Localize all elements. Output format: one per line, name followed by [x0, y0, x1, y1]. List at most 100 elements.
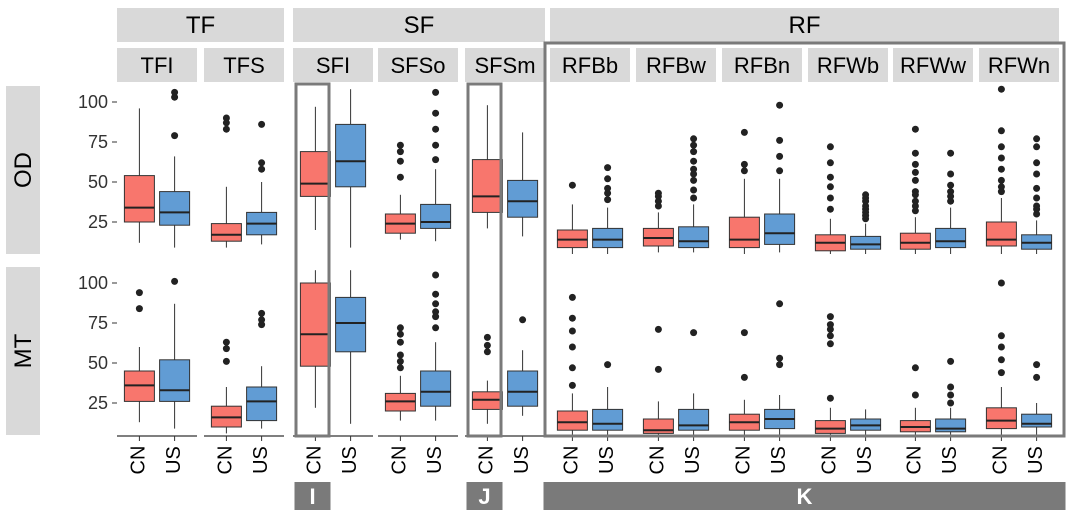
- x-tick-label: CN: [819, 446, 841, 475]
- y-tick-label: 50: [88, 353, 108, 373]
- box-iqr: [507, 370, 539, 407]
- box-iqr: [420, 203, 452, 229]
- box-outlier-point: [432, 271, 440, 279]
- panel-strip: [117, 48, 197, 82]
- group-strip: [293, 8, 545, 42]
- box-outlier-point: [1033, 202, 1041, 210]
- x-tick-label: US: [339, 446, 361, 474]
- box-outlier-point: [258, 316, 266, 324]
- panel-strip-label: SFI: [316, 53, 350, 78]
- box-outlier-point: [947, 399, 955, 407]
- box-outlier-point: [396, 148, 404, 156]
- box-outlier-point: [396, 338, 404, 346]
- panel-strip-label: SFSo: [390, 53, 445, 78]
- panel-strip-label: RFBb: [562, 53, 618, 78]
- box-outlier-point: [740, 329, 748, 337]
- box-outlier-point: [1033, 170, 1041, 178]
- box-outlier-point: [776, 152, 784, 160]
- box-outlier-point: [1033, 194, 1041, 202]
- box-outlier-point: [826, 325, 834, 333]
- annotation-label: J: [478, 484, 490, 509]
- row-strip-label: OD: [10, 152, 37, 188]
- box-outlier-point: [171, 93, 179, 101]
- x-tick-label: US: [854, 446, 876, 474]
- box-outlier-point: [135, 305, 143, 313]
- annotation-label: K: [797, 484, 813, 509]
- box-outlier-point: [258, 165, 266, 173]
- panel-strip-label: RFWw: [900, 53, 966, 78]
- box-outlier-point: [826, 340, 834, 348]
- box-outlier-point: [740, 128, 748, 136]
- annotation-label: I: [309, 484, 315, 509]
- box-outlier-point: [911, 160, 919, 168]
- box-outlier-point: [947, 391, 955, 399]
- box-outlier-point: [997, 343, 1005, 351]
- box-outlier-point: [997, 369, 1005, 377]
- box-outlier-point: [911, 176, 919, 184]
- box-outlier-point: [171, 88, 179, 96]
- box-outlier-point: [604, 361, 612, 369]
- y-tick-label: 75: [88, 313, 108, 333]
- panel-strip-label: SFSm: [474, 53, 535, 78]
- box-outlier-point: [396, 324, 404, 332]
- box-iqr: [159, 359, 191, 402]
- box-outlier-point: [690, 135, 698, 143]
- box-outlier-point: [776, 300, 784, 308]
- box-outlier-point: [947, 188, 955, 196]
- box-outlier-point: [947, 149, 955, 157]
- annotation-frame: [466, 82, 503, 438]
- box-iqr: [985, 407, 1017, 430]
- y-tick-label: 100: [78, 92, 108, 112]
- box-outlier-point: [654, 325, 662, 333]
- row-strip: [6, 86, 40, 254]
- box-outlier-point: [604, 164, 612, 172]
- panel-strip: [465, 48, 545, 82]
- x-tick-label: CN: [128, 446, 150, 475]
- box-outlier-point: [947, 197, 955, 205]
- box-outlier-point: [862, 202, 870, 210]
- box-outlier-point: [222, 345, 230, 353]
- group-strip-label: SF: [404, 12, 435, 39]
- panel-strip: [979, 48, 1059, 82]
- box-iqr: [210, 223, 242, 242]
- y-tick-label: 25: [88, 393, 108, 413]
- box-outlier-point: [396, 141, 404, 149]
- box-outlier-point: [690, 165, 698, 173]
- box-outlier-point: [258, 309, 266, 317]
- box-outlier-point: [947, 181, 955, 189]
- box-iqr: [507, 179, 539, 218]
- y-tick-label: 50: [88, 172, 108, 192]
- box-outlier-point: [654, 202, 662, 210]
- box-iqr: [592, 227, 624, 249]
- box-outlier-point: [222, 114, 230, 122]
- box-outlier-point: [740, 167, 748, 175]
- box-outlier-point: [222, 338, 230, 346]
- box-outlier-point: [826, 173, 834, 181]
- x-tick-label: CN: [389, 446, 411, 475]
- box-outlier-point: [947, 383, 955, 391]
- box-outlier-point: [171, 132, 179, 140]
- box-outlier-point: [432, 290, 440, 298]
- box-outlier-point: [483, 341, 491, 349]
- box-outlier-point: [826, 143, 834, 151]
- group-strip-label: TF: [186, 12, 215, 39]
- box-outlier-point: [432, 141, 440, 149]
- box-outlier-point: [1033, 361, 1041, 369]
- panel-strip: [204, 48, 284, 82]
- box-outlier-point: [997, 85, 1005, 93]
- box-outlier-point: [604, 196, 612, 204]
- box-outlier-point: [654, 189, 662, 197]
- annotation-frame: [294, 82, 331, 438]
- box-iqr: [1021, 413, 1053, 428]
- box-outlier-point: [604, 184, 612, 192]
- box-outlier-point: [826, 194, 834, 202]
- box-outlier-point: [690, 148, 698, 156]
- box-iqr: [592, 408, 624, 431]
- box-outlier-point: [911, 207, 919, 215]
- group-strip: [117, 8, 284, 42]
- x-tick-label: US: [682, 446, 704, 474]
- box-outlier-point: [568, 343, 576, 351]
- box-outlier-point: [997, 176, 1005, 184]
- box-iqr: [899, 232, 931, 250]
- box-outlier-point: [911, 125, 919, 133]
